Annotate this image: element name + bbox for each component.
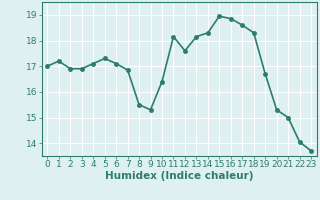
X-axis label: Humidex (Indice chaleur): Humidex (Indice chaleur) — [105, 171, 253, 181]
